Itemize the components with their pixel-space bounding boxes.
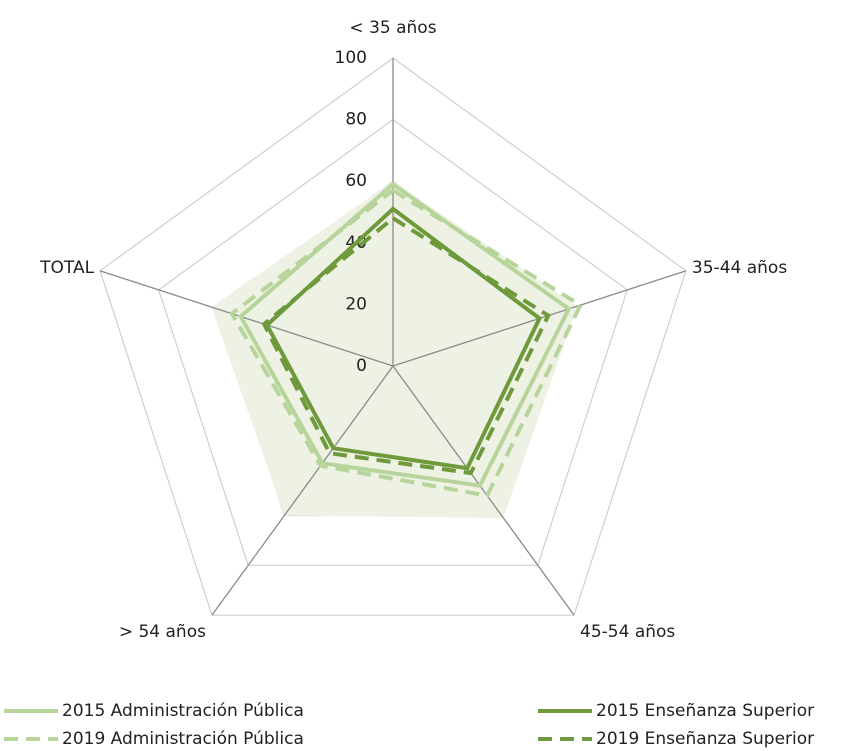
series-line [229, 187, 584, 498]
y-tick-label: 100 [335, 48, 367, 68]
series-line [261, 215, 551, 476]
y-tick-label: 80 [345, 110, 367, 130]
y-tick-label: 20 [345, 294, 367, 314]
category-label: > 54 años [119, 622, 206, 642]
legend-label: 2019 Enseñanza Superior [596, 729, 814, 749]
category-label: 45-54 años [580, 622, 675, 642]
category-label: < 35 años [349, 18, 436, 38]
grid-ring [99, 57, 687, 616]
category-label: TOTAL [39, 258, 94, 278]
legend-label: 2019 Administración Pública [62, 729, 304, 749]
axis-line [211, 365, 394, 616]
axis-line [99, 270, 394, 367]
legend-label: 2015 Enseñanza Superior [596, 701, 814, 721]
category-label: 35-44 años [692, 258, 787, 278]
y-tick-label: 0 [356, 356, 367, 376]
series-line [264, 206, 543, 471]
axis-line [392, 365, 575, 616]
grid-ring [157, 118, 629, 566]
legend-label: 2015 Administración Pública [62, 701, 304, 721]
series-line [238, 181, 572, 488]
y-tick-label: 60 [345, 171, 367, 191]
